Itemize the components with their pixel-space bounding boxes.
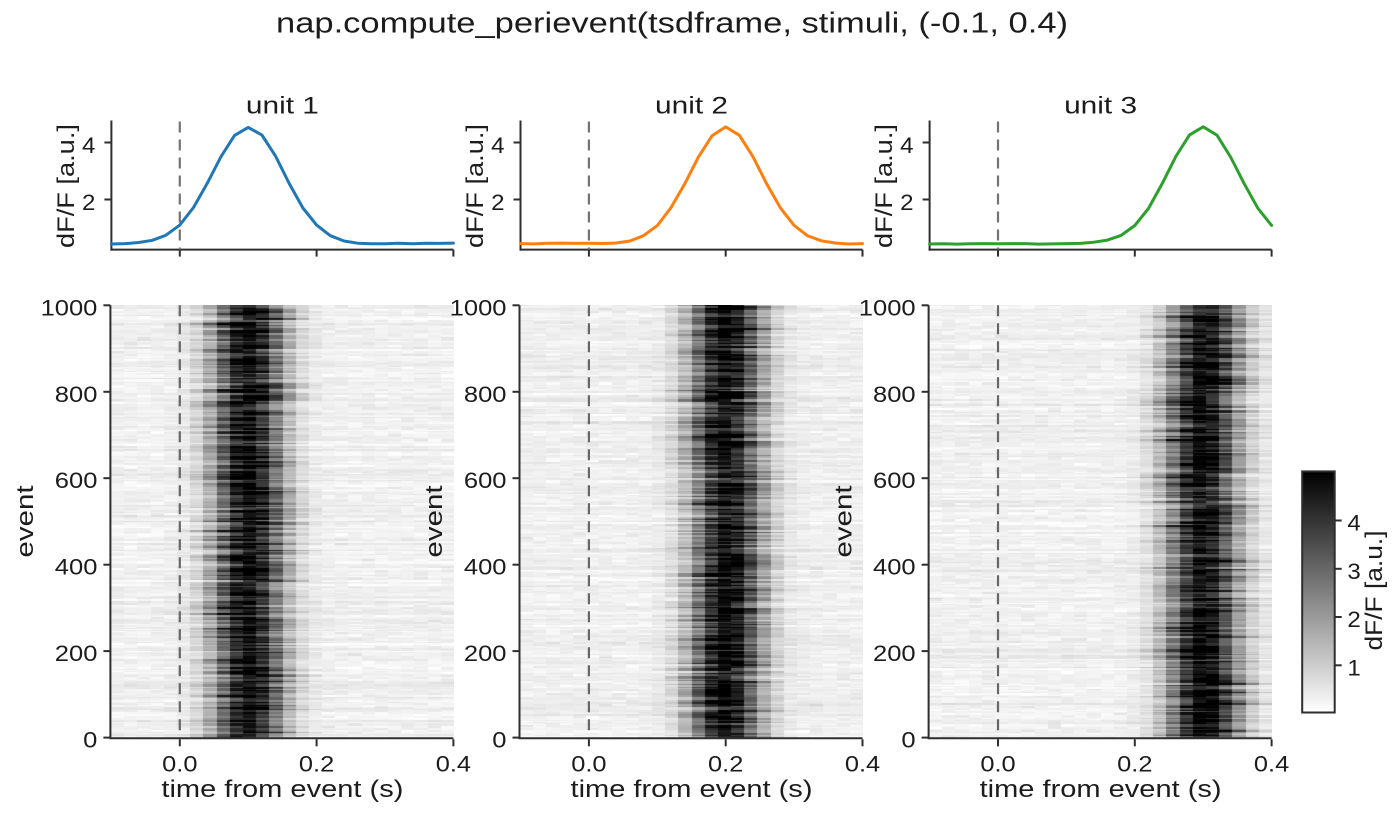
svg-text:0.0: 0.0 <box>571 752 606 777</box>
svg-text:unit 2: unit 2 <box>655 93 728 120</box>
svg-text:400: 400 <box>464 555 507 580</box>
svg-text:dF/F [a.u.]: dF/F [a.u.] <box>53 124 80 248</box>
svg-text:0.2: 0.2 <box>708 752 743 777</box>
svg-text:1: 1 <box>1347 655 1360 680</box>
svg-text:dF/F [a.u.]: dF/F [a.u.] <box>871 124 898 248</box>
svg-text:4: 4 <box>900 133 913 158</box>
svg-text:2: 2 <box>900 190 913 215</box>
svg-text:800: 800 <box>55 382 98 407</box>
svg-text:0.4: 0.4 <box>1254 752 1289 777</box>
svg-text:event: event <box>830 485 857 557</box>
svg-text:800: 800 <box>464 382 507 407</box>
svg-text:1000: 1000 <box>450 295 507 320</box>
svg-text:event: event <box>12 485 39 557</box>
svg-text:800: 800 <box>873 382 916 407</box>
svg-text:dF/F [a.u.]: dF/F [a.u.] <box>462 124 489 248</box>
svg-text:2: 2 <box>82 190 95 215</box>
svg-text:1000: 1000 <box>859 295 916 320</box>
svg-text:time from event (s): time from event (s) <box>161 776 403 803</box>
svg-text:event: event <box>421 485 448 557</box>
svg-text:200: 200 <box>55 641 98 666</box>
svg-text:4: 4 <box>491 133 504 158</box>
svg-text:600: 600 <box>55 468 98 493</box>
svg-text:0.2: 0.2 <box>1117 752 1152 777</box>
svg-text:3: 3 <box>1347 559 1360 584</box>
svg-text:unit 3: unit 3 <box>1064 93 1137 120</box>
svg-text:200: 200 <box>873 641 916 666</box>
svg-text:600: 600 <box>464 468 507 493</box>
svg-text:0.0: 0.0 <box>162 752 197 777</box>
svg-text:2: 2 <box>1347 607 1360 632</box>
svg-text:nap.compute_perievent(tsdframe: nap.compute_perievent(tsdframe, stimuli,… <box>276 8 1068 40</box>
svg-text:time from event (s): time from event (s) <box>571 776 813 803</box>
svg-text:4: 4 <box>82 133 95 158</box>
svg-text:2: 2 <box>491 190 504 215</box>
svg-text:0: 0 <box>492 728 506 753</box>
svg-text:400: 400 <box>873 555 916 580</box>
svg-text:dF/F [a.u.]: dF/F [a.u.] <box>1361 531 1388 651</box>
svg-text:600: 600 <box>873 468 916 493</box>
svg-text:0.0: 0.0 <box>980 752 1015 777</box>
svg-text:4: 4 <box>1347 511 1360 536</box>
svg-text:400: 400 <box>55 555 98 580</box>
svg-text:0.4: 0.4 <box>436 752 471 777</box>
svg-text:200: 200 <box>464 641 507 666</box>
svg-text:0.2: 0.2 <box>299 752 334 777</box>
svg-text:0: 0 <box>83 728 97 753</box>
svg-text:unit 1: unit 1 <box>246 93 319 120</box>
svg-text:0.4: 0.4 <box>845 752 880 777</box>
svg-text:0: 0 <box>901 728 915 753</box>
svg-text:time from event (s): time from event (s) <box>980 776 1222 803</box>
svg-text:1000: 1000 <box>41 295 98 320</box>
